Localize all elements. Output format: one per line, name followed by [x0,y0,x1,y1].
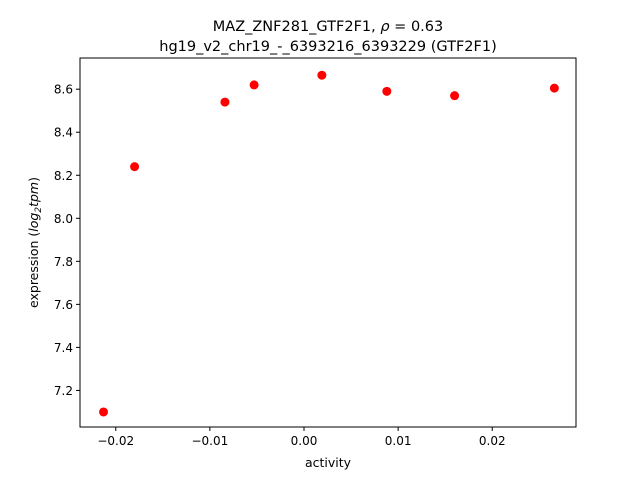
x-tick-label: 0.00 [291,434,318,448]
y-tick-label: 8.4 [54,126,73,140]
y-tick-label: 8.0 [54,212,73,226]
plot-area [79,57,577,428]
y-tick-label: 7.6 [54,298,73,312]
x-tick-label: 0.01 [385,434,412,448]
scatter-point [220,97,230,107]
x-tick-label: 0.02 [479,434,506,448]
scatter-point [99,407,109,417]
y-tick-label: 7.4 [54,341,73,355]
x-tick-label: −0.01 [191,434,228,448]
chart-title-line1: MAZ_ZNF281_GTF2F1, ρ = 0.63 [213,19,443,35]
data-points [99,70,559,417]
y-tick-label: 8.2 [54,169,73,183]
x-axis-label: activity [305,455,352,470]
scatter-point [450,91,460,101]
y-tick-label: 8.6 [54,83,73,97]
y-axis: 7.2 7.4 7.6 7.8 8.0 8.2 8.4 8.6 [54,83,80,398]
scatter-point [317,70,327,80]
scatter-point [249,80,259,90]
x-axis: −0.02 −0.01 0.00 0.01 0.02 [97,427,506,448]
chart-title-line2: hg19_v2_chr19_-_6393216_6393229 (GTF2F1) [159,39,497,55]
scatter-point [130,162,140,172]
scatter-point [382,86,392,96]
y-tick-label: 7.2 [54,384,73,398]
y-tick-label: 7.8 [54,255,73,269]
y-axis-label: expression (log2tpm) [26,177,44,308]
x-tick-label: −0.02 [97,434,134,448]
scatter-point [549,83,559,93]
